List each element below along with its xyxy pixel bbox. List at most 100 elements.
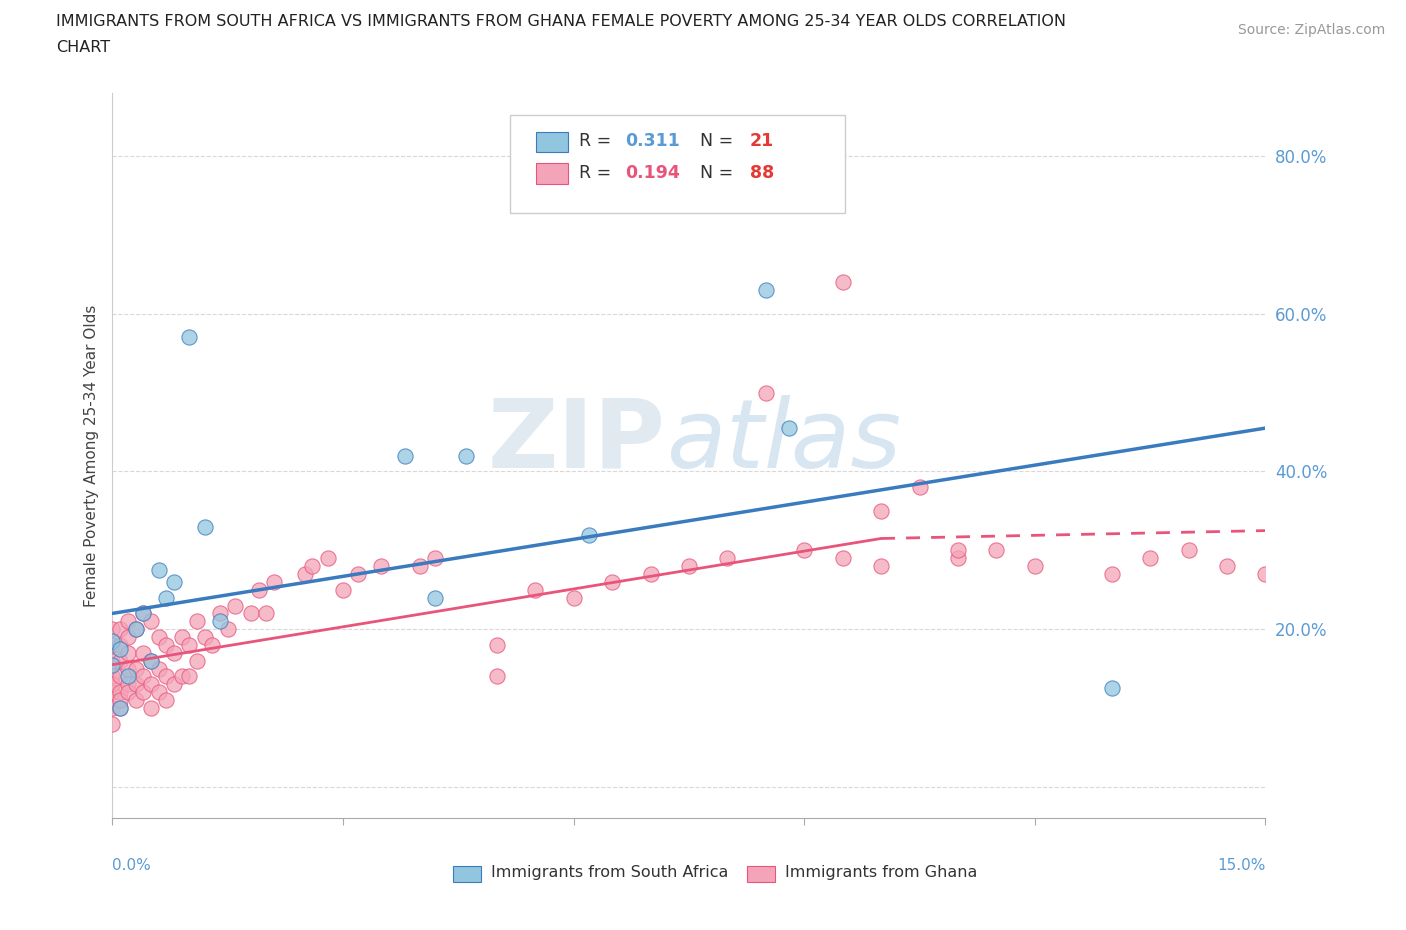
Point — [117, 630, 139, 644]
Point — [562, 591, 585, 605]
Point — [194, 519, 217, 534]
Point — [301, 559, 323, 574]
Point — [716, 551, 738, 565]
Point — [247, 582, 270, 597]
Point — [170, 669, 193, 684]
Bar — [536, 164, 568, 184]
Point — [101, 622, 124, 637]
Point — [124, 677, 146, 692]
Point — [908, 480, 931, 495]
Point — [117, 669, 139, 684]
Point — [155, 669, 177, 684]
Text: N =: N = — [689, 132, 738, 150]
Point — [394, 448, 416, 463]
Point — [117, 684, 139, 699]
Text: IMMIGRANTS FROM SOUTH AFRICA VS IMMIGRANTS FROM GHANA FEMALE POVERTY AMONG 25-34: IMMIGRANTS FROM SOUTH AFRICA VS IMMIGRAN… — [56, 14, 1066, 29]
Text: R =: R = — [579, 164, 617, 181]
Text: N =: N = — [689, 164, 738, 181]
Point — [186, 614, 208, 629]
FancyBboxPatch shape — [510, 114, 845, 213]
Point — [986, 543, 1008, 558]
Point — [454, 448, 477, 463]
Point — [831, 551, 853, 565]
Point — [117, 677, 139, 692]
Text: 88: 88 — [749, 164, 775, 181]
Y-axis label: Female Poverty Among 25-34 Year Olds: Female Poverty Among 25-34 Year Olds — [83, 304, 98, 607]
Bar — [536, 132, 568, 153]
Point — [678, 559, 700, 574]
Point — [224, 598, 246, 613]
Point — [101, 669, 124, 684]
Text: atlas: atlas — [666, 394, 901, 487]
Point — [101, 684, 124, 699]
Point — [1024, 559, 1046, 574]
Point — [831, 274, 853, 289]
Point — [101, 653, 124, 668]
Point — [117, 614, 139, 629]
Point — [139, 653, 162, 668]
Point — [870, 559, 893, 574]
Point — [946, 551, 969, 565]
Point — [108, 642, 131, 657]
Point — [148, 684, 170, 699]
Point — [1216, 559, 1239, 574]
Point — [108, 653, 131, 668]
Point — [132, 684, 155, 699]
Point — [485, 637, 508, 652]
Point — [1101, 566, 1123, 581]
Point — [409, 559, 432, 574]
Point — [101, 633, 124, 648]
Point — [209, 606, 232, 621]
Point — [163, 677, 186, 692]
Point — [163, 645, 186, 660]
Point — [755, 385, 778, 400]
Point — [108, 700, 131, 715]
Point — [155, 637, 177, 652]
Bar — [747, 866, 776, 882]
Point — [793, 543, 815, 558]
Point — [108, 693, 131, 708]
Point — [600, 575, 623, 590]
Point — [524, 582, 547, 597]
Point — [370, 559, 392, 574]
Point — [640, 566, 662, 581]
Point — [139, 614, 162, 629]
Point — [139, 653, 162, 668]
Point — [1139, 551, 1161, 565]
Point — [108, 669, 131, 684]
Point — [239, 606, 262, 621]
Text: Immigrants from Ghana: Immigrants from Ghana — [785, 865, 977, 881]
Point — [132, 645, 155, 660]
Point — [101, 700, 124, 715]
Bar — [453, 866, 481, 882]
Point — [108, 637, 131, 652]
Point — [124, 622, 146, 637]
Point — [148, 661, 170, 676]
Point — [148, 630, 170, 644]
Point — [425, 551, 447, 565]
Point — [124, 622, 146, 637]
Point — [117, 645, 139, 660]
Point — [132, 669, 155, 684]
Point — [1101, 681, 1123, 696]
Point — [254, 606, 277, 621]
Point — [124, 661, 146, 676]
Text: Source: ZipAtlas.com: Source: ZipAtlas.com — [1237, 23, 1385, 37]
Point — [1254, 566, 1277, 581]
Point — [117, 661, 139, 676]
Point — [132, 606, 155, 621]
Point — [101, 637, 124, 652]
Point — [755, 283, 778, 298]
Point — [263, 575, 285, 590]
Point — [332, 582, 354, 597]
Point — [132, 606, 155, 621]
Point — [108, 700, 131, 715]
Point — [1177, 543, 1199, 558]
Text: 0.194: 0.194 — [626, 164, 681, 181]
Point — [209, 614, 232, 629]
Point — [347, 566, 370, 581]
Text: Immigrants from South Africa: Immigrants from South Africa — [491, 865, 728, 881]
Point — [101, 677, 124, 692]
Point — [155, 693, 177, 708]
Point — [108, 684, 131, 699]
